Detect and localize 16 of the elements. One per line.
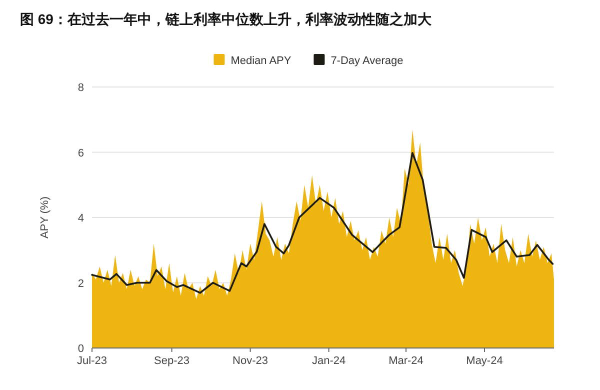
y-tick-label: 4 bbox=[78, 212, 84, 224]
x-tick-label: Jul-23 bbox=[77, 355, 107, 367]
legend-label: 7-Day Average bbox=[330, 55, 404, 67]
y-tick-label: 2 bbox=[78, 278, 84, 290]
y-tick-label: 6 bbox=[78, 147, 84, 160]
y-tick-label: 8 bbox=[78, 82, 84, 94]
line-series bbox=[91, 152, 554, 294]
x-tick-label: Mar-24 bbox=[388, 355, 424, 367]
x-tick-label: Jan-24 bbox=[312, 355, 346, 367]
chart-title: 图 69：在过去一年中，链上利率中位数上升，利率波动性随之加大 bbox=[20, 11, 432, 27]
y-axis-title: APY (%) bbox=[39, 196, 51, 238]
y-tick-label: 0 bbox=[78, 343, 84, 355]
x-tick-label: Sep-23 bbox=[154, 355, 190, 367]
x-tick-label: May-24 bbox=[466, 355, 503, 367]
legend-label: Median APY bbox=[230, 55, 292, 67]
x-tick-label: Nov-23 bbox=[232, 355, 268, 367]
